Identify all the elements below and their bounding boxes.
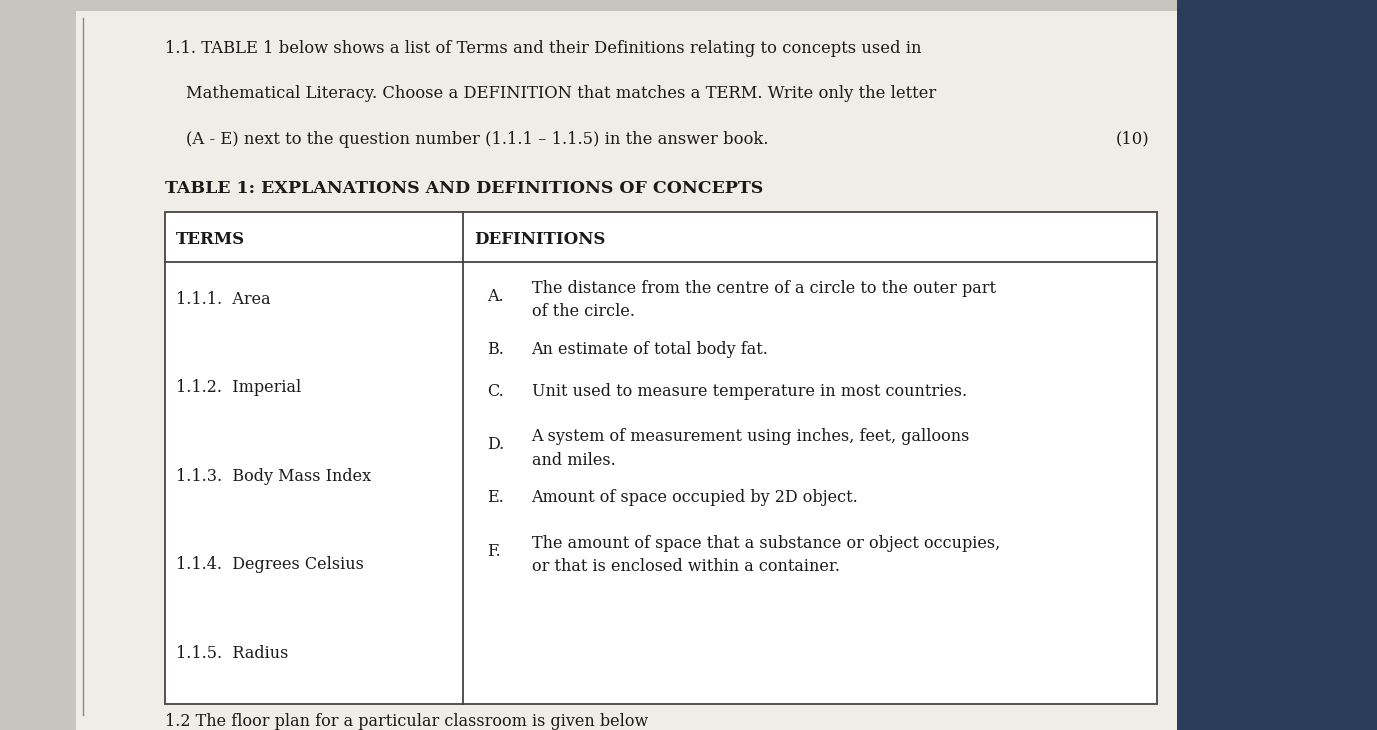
Text: DEFINITIONS: DEFINITIONS xyxy=(474,231,605,248)
Text: 1.1.1.  Area: 1.1.1. Area xyxy=(176,291,271,308)
Text: The distance from the centre of a circle to the outer part: The distance from the centre of a circle… xyxy=(532,280,996,297)
Text: 1.2 The floor plan for a particular classroom is given below: 1.2 The floor plan for a particular clas… xyxy=(165,713,649,730)
Text: A system of measurement using inches, feet, galloons: A system of measurement using inches, fe… xyxy=(532,429,969,445)
Text: The amount of space that a substance or object occupies,: The amount of space that a substance or … xyxy=(532,535,1000,552)
Text: or that is enclosed within a container.: or that is enclosed within a container. xyxy=(532,558,840,575)
Text: 1.1.2.  Imperial: 1.1.2. Imperial xyxy=(176,379,302,396)
Text: 1.1.4.  Degrees Celsius: 1.1.4. Degrees Celsius xyxy=(176,556,364,573)
Text: Unit used to measure temperature in most countries.: Unit used to measure temperature in most… xyxy=(532,383,967,400)
Bar xyxy=(76,11,1177,730)
Text: (A - E) next to the question number (1.1.1 – 1.1.5) in the answer book.: (A - E) next to the question number (1.1… xyxy=(165,131,768,147)
Text: An estimate of total body fat.: An estimate of total body fat. xyxy=(532,341,768,358)
Text: Mathematical Literacy. Choose a DEFINITION that matches a TERM. Write only the l: Mathematical Literacy. Choose a DEFINITI… xyxy=(165,85,936,102)
Text: 1.1.5.  Radius: 1.1.5. Radius xyxy=(176,645,289,661)
Text: C.: C. xyxy=(487,383,504,400)
Text: TERMS: TERMS xyxy=(176,231,245,248)
Bar xyxy=(165,212,1157,704)
Bar xyxy=(1177,0,1377,730)
Text: TABLE 1: EXPLANATIONS AND DEFINITIONS OF CONCEPTS: TABLE 1: EXPLANATIONS AND DEFINITIONS OF… xyxy=(165,180,763,196)
Text: D.: D. xyxy=(487,436,505,453)
Text: and miles.: and miles. xyxy=(532,452,616,469)
Text: 1.1. TABLE 1 below shows a list of Terms and their Definitions relating to conce: 1.1. TABLE 1 below shows a list of Terms… xyxy=(165,40,921,57)
Text: 1.1.3.  Body Mass Index: 1.1.3. Body Mass Index xyxy=(176,468,372,485)
Text: F.: F. xyxy=(487,542,501,560)
Text: E.: E. xyxy=(487,489,504,507)
Text: (10): (10) xyxy=(1117,131,1150,147)
Text: of the circle.: of the circle. xyxy=(532,304,635,320)
Text: B.: B. xyxy=(487,341,504,358)
Text: A.: A. xyxy=(487,288,504,305)
Text: Amount of space occupied by 2D object.: Amount of space occupied by 2D object. xyxy=(532,489,858,507)
